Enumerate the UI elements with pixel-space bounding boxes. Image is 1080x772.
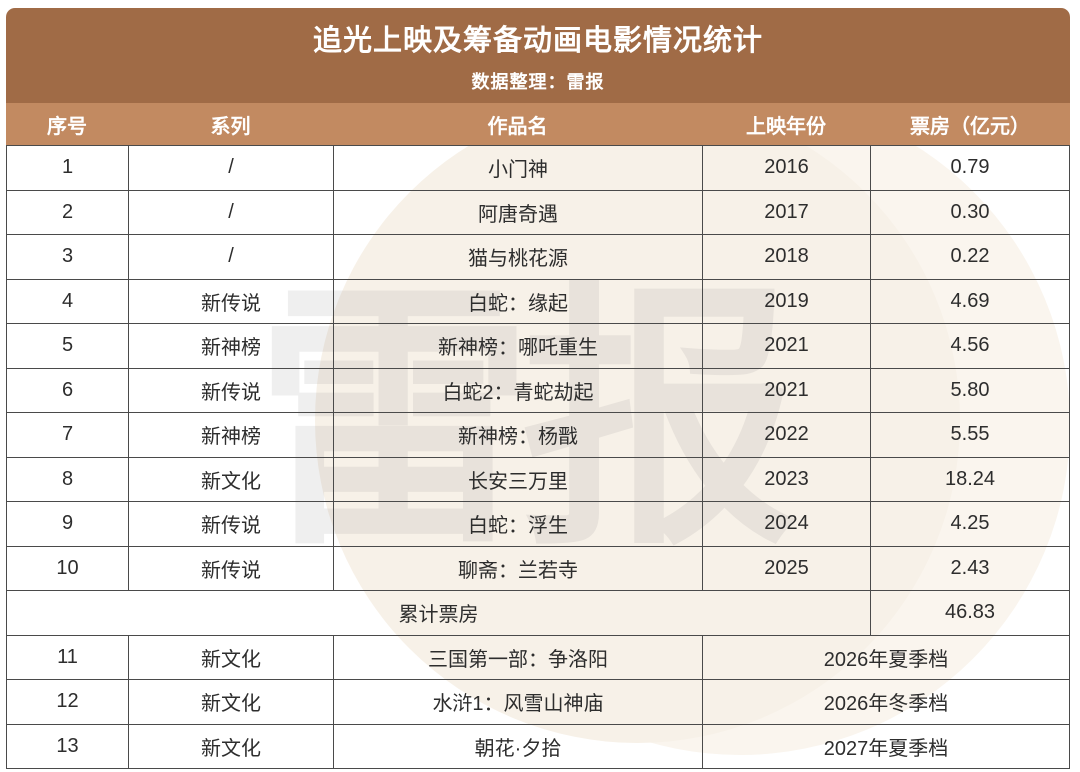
table-row: 1 / 小门神 2016 0.79 xyxy=(6,145,1070,191)
cell-schedule: 2026年冬季档 xyxy=(702,679,1070,725)
cell-series: / xyxy=(128,189,334,235)
table-row: 4 新传说 白蛇：缘起 2019 4.69 xyxy=(6,278,1070,324)
cell-name: 水浒1：风雪山神庙 xyxy=(333,679,703,725)
cell-no: 12 xyxy=(6,679,129,725)
cell-series: 新神榜 xyxy=(128,323,334,369)
cell-name: 白蛇2：青蛇劫起 xyxy=(333,367,703,413)
cell-series: 新传说 xyxy=(128,367,334,413)
table-row: 7 新神榜 新神榜：杨戬 2022 5.55 xyxy=(6,412,1070,458)
cell-year: 2019 xyxy=(702,278,871,324)
cell-series: 新文化 xyxy=(128,456,334,502)
cell-year: 2021 xyxy=(702,367,871,413)
cell-box: 0.79 xyxy=(870,145,1070,191)
cell-year: 2017 xyxy=(702,189,871,235)
total-label: 累计票房 xyxy=(6,590,871,636)
cell-box: 5.55 xyxy=(870,412,1070,458)
header-cell-year: 上映年份 xyxy=(746,115,826,138)
cell-name: 阿唐奇遇 xyxy=(333,189,703,235)
total-row: 累计票房 46.83 xyxy=(6,590,1070,636)
subtitle: 数据整理：雷报 xyxy=(471,72,605,92)
table-row: 9 新传说 白蛇：浮生 2024 4.25 xyxy=(6,501,1070,547)
cell-name: 新神榜：哪吒重生 xyxy=(333,323,703,369)
cell-no: 6 xyxy=(6,367,129,413)
table-row: 6 新传说 白蛇2：青蛇劫起 2021 5.80 xyxy=(6,367,1070,413)
cell-box: 0.30 xyxy=(870,189,1070,235)
cell-no: 3 xyxy=(6,234,129,280)
cell-no: 10 xyxy=(6,545,129,591)
header-cell-no: 序号 xyxy=(47,115,87,138)
cell-series: 新文化 xyxy=(128,634,334,680)
cell-series: / xyxy=(128,145,334,191)
cell-series: 新传说 xyxy=(128,501,334,547)
header-cell-series: 系列 xyxy=(210,115,251,138)
cell-no: 1 xyxy=(6,145,129,191)
cell-year: 2021 xyxy=(702,323,871,369)
table-row: 5 新神榜 新神榜：哪吒重生 2021 4.56 xyxy=(6,323,1070,369)
cell-series: 新文化 xyxy=(128,679,334,725)
cell-no: 11 xyxy=(6,634,129,680)
header-cell-name: 作品名 xyxy=(487,115,548,138)
cell-no: 2 xyxy=(6,189,129,235)
cell-name: 聊斋：兰若寺 xyxy=(333,545,703,591)
table-row: 3 / 猫与桃花源 2018 0.22 xyxy=(6,234,1070,280)
table-row: 10 新传说 聊斋：兰若寺 2025 2.43 xyxy=(6,545,1070,591)
cell-box: 0.22 xyxy=(870,234,1070,280)
cell-year: 2016 xyxy=(702,145,871,191)
cell-no: 13 xyxy=(6,723,129,769)
header-cell-box: 票房（亿元） xyxy=(910,115,1030,138)
cell-no: 5 xyxy=(6,323,129,369)
cell-series: 新传说 xyxy=(128,278,334,324)
cell-box: 4.69 xyxy=(870,278,1070,324)
cell-name: 猫与桃花源 xyxy=(333,234,703,280)
table-row: 11 新文化 三国第一部：争洛阳 2026年夏季档 xyxy=(6,634,1070,680)
cell-name: 三国第一部：争洛阳 xyxy=(333,634,703,680)
cell-series: 新文化 xyxy=(128,723,334,769)
cell-no: 9 xyxy=(6,501,129,547)
cell-box: 5.80 xyxy=(870,367,1070,413)
cell-name: 白蛇：浮生 xyxy=(333,501,703,547)
cell-year: 2022 xyxy=(702,412,871,458)
cell-box: 2.43 xyxy=(870,545,1070,591)
cell-name: 新神榜：杨戬 xyxy=(333,412,703,458)
cell-name: 白蛇：缘起 xyxy=(333,278,703,324)
cell-year: 2018 xyxy=(702,234,871,280)
title-banner: 追光上映及筹备动画电影情况统计 数据整理：雷报 xyxy=(6,8,1070,103)
cell-schedule: 2027年夏季档 xyxy=(702,723,1070,769)
page-title: 追光上映及筹备动画电影情况统计 xyxy=(312,25,763,57)
cell-name: 小门神 xyxy=(333,145,703,191)
cell-no: 4 xyxy=(6,278,129,324)
table-row: 13 新文化 朝花·夕拾 2027年夏季档 xyxy=(6,723,1070,769)
cell-year: 2023 xyxy=(702,456,871,502)
data-table: 1 / 小门神 2016 0.79 2 / 阿唐奇遇 2017 0.30 3 /… xyxy=(6,145,1070,769)
column-header-row: 序号 系列 作品名 上映年份 票房（亿元） xyxy=(6,103,1070,145)
cell-no: 7 xyxy=(6,412,129,458)
cell-year: 2025 xyxy=(702,545,871,591)
cell-box: 18.24 xyxy=(870,456,1070,502)
cell-name: 朝花·夕拾 xyxy=(333,723,703,769)
cell-series: 新传说 xyxy=(128,545,334,591)
cell-schedule: 2026年夏季档 xyxy=(702,634,1070,680)
table-row: 12 新文化 水浒1：风雪山神庙 2026年冬季档 xyxy=(6,679,1070,725)
table-row: 2 / 阿唐奇遇 2017 0.30 xyxy=(6,189,1070,235)
cell-series: 新神榜 xyxy=(128,412,334,458)
cell-box: 4.25 xyxy=(870,501,1070,547)
cell-box: 4.56 xyxy=(870,323,1070,369)
total-value: 46.83 xyxy=(870,590,1070,636)
cell-name: 长安三万里 xyxy=(333,456,703,502)
table-row: 8 新文化 长安三万里 2023 18.24 xyxy=(6,456,1070,502)
cell-series: / xyxy=(128,234,334,280)
cell-no: 8 xyxy=(6,456,129,502)
cell-year: 2024 xyxy=(702,501,871,547)
